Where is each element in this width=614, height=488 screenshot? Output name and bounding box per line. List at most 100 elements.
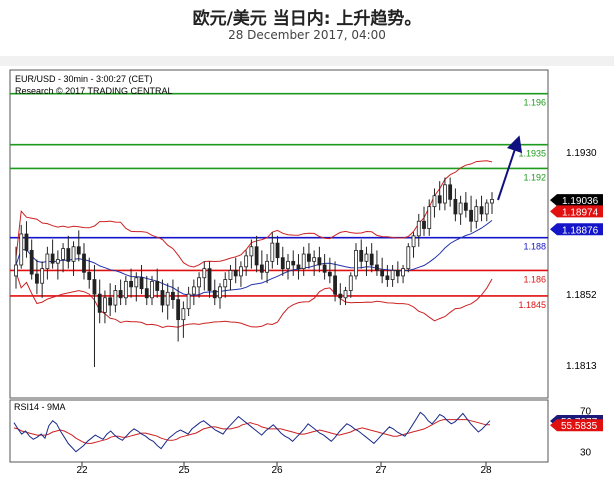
candle-body (223, 279, 228, 288)
candle-body (317, 257, 322, 266)
candle-body (286, 260, 290, 270)
price-tag-label: 1.18974 (562, 207, 599, 218)
trend-arrow (497, 135, 523, 201)
candle-body (312, 257, 317, 262)
level-label: 1.188 (523, 242, 546, 252)
symbol-line: EUR/USD - 30min - 3:00:27 (CET) (15, 74, 153, 84)
candle-body (45, 253, 50, 270)
candle-body (338, 293, 343, 299)
x-tick-label: 26 (271, 465, 283, 476)
candle-body (55, 259, 60, 264)
candle-body (359, 249, 364, 262)
candle-body (144, 288, 149, 299)
candle-body (50, 253, 55, 264)
candle-body (165, 291, 170, 306)
candle-body (155, 280, 160, 291)
page-date: 28 December 2017, 04:00 (228, 28, 386, 42)
candle-body (233, 270, 238, 277)
research-line: Research © 2017 TRADING CENTRAL (15, 86, 173, 96)
candle-body (197, 277, 201, 288)
candle-body (249, 246, 254, 257)
candle-body (118, 290, 123, 299)
candle-body (474, 206, 479, 222)
bollinger-lower (15, 272, 493, 329)
candle-body (416, 220, 421, 237)
candle-body (307, 253, 311, 262)
price-plot-area (9, 69, 549, 399)
moving-average (15, 220, 493, 296)
candle-body (61, 248, 65, 260)
candle-body (296, 264, 301, 270)
y-tick-label: 1.1930 (566, 148, 597, 159)
candle-body (490, 198, 494, 204)
candle-body (129, 280, 133, 288)
candle-body (218, 286, 222, 299)
candle-body (139, 277, 144, 290)
x-tick-label: 27 (375, 465, 387, 476)
candle-body (375, 264, 379, 271)
candle-body (202, 268, 207, 279)
candle-body (448, 184, 453, 200)
candle-body (380, 270, 385, 277)
candle-body (280, 257, 285, 270)
candle-body (76, 246, 81, 255)
candle-body (479, 206, 484, 215)
candle-body (369, 253, 374, 266)
candle-body (453, 198, 458, 215)
candle-body (113, 290, 118, 306)
candle-body (354, 249, 358, 277)
candle-body (322, 264, 327, 273)
candle-body (395, 270, 400, 277)
candle-body (333, 275, 337, 295)
rsi-tag-label: 55.5835 (561, 421, 598, 432)
candle-body (270, 242, 275, 262)
candle-body (443, 184, 447, 204)
candle-body (291, 260, 296, 266)
candle-body (212, 290, 217, 299)
candle-body (228, 270, 233, 280)
rsi-line (13, 411, 491, 453)
page-title: 欧元/美元 当日内: 上升趋势。 (192, 9, 422, 29)
candle-body (406, 246, 411, 270)
candle-body (411, 235, 416, 248)
candle-body (385, 275, 390, 280)
candle-body (24, 233, 29, 251)
rsi-tag (550, 419, 603, 432)
level-label: 1.192 (523, 172, 546, 182)
candle-body (239, 266, 243, 277)
candle-body (171, 291, 175, 300)
candle-body (19, 233, 24, 266)
candle-body (469, 209, 473, 222)
level-label: 1.1935 (518, 149, 546, 159)
candle-body (71, 246, 76, 262)
candle-body (207, 268, 212, 291)
price-tag-label: 1.19036 (562, 196, 599, 207)
candle-body (301, 253, 306, 270)
price-tag (550, 205, 603, 218)
candle-body (422, 220, 426, 229)
candle-body (29, 249, 34, 275)
candle-body (14, 264, 18, 277)
candle-body (103, 297, 107, 313)
rsi-label: RSI14 - 9MA (14, 402, 66, 412)
candle-body (343, 290, 348, 299)
candle-body (97, 293, 102, 313)
candle-body (427, 206, 432, 229)
x-tick-label: 28 (480, 465, 492, 476)
candle-body (364, 253, 369, 262)
candle-body (463, 202, 468, 211)
candle-body (191, 286, 196, 295)
candle-body (348, 275, 353, 291)
candle-body (108, 297, 113, 306)
candle-body (186, 293, 191, 310)
level-label: 1.196 (523, 98, 546, 108)
candle-body (35, 273, 39, 284)
header: 欧元/美元 当日内: 上升趋势。 28 December 2017, 04:00 (0, 0, 614, 56)
rsi-tick-label: 70 (580, 406, 592, 417)
bollinger-upper (15, 160, 493, 268)
price-tag (550, 223, 603, 236)
price-tag-label: 1.18876 (562, 225, 599, 236)
candle-body (66, 248, 71, 262)
candle-body (401, 268, 405, 277)
candle-body (244, 255, 249, 268)
